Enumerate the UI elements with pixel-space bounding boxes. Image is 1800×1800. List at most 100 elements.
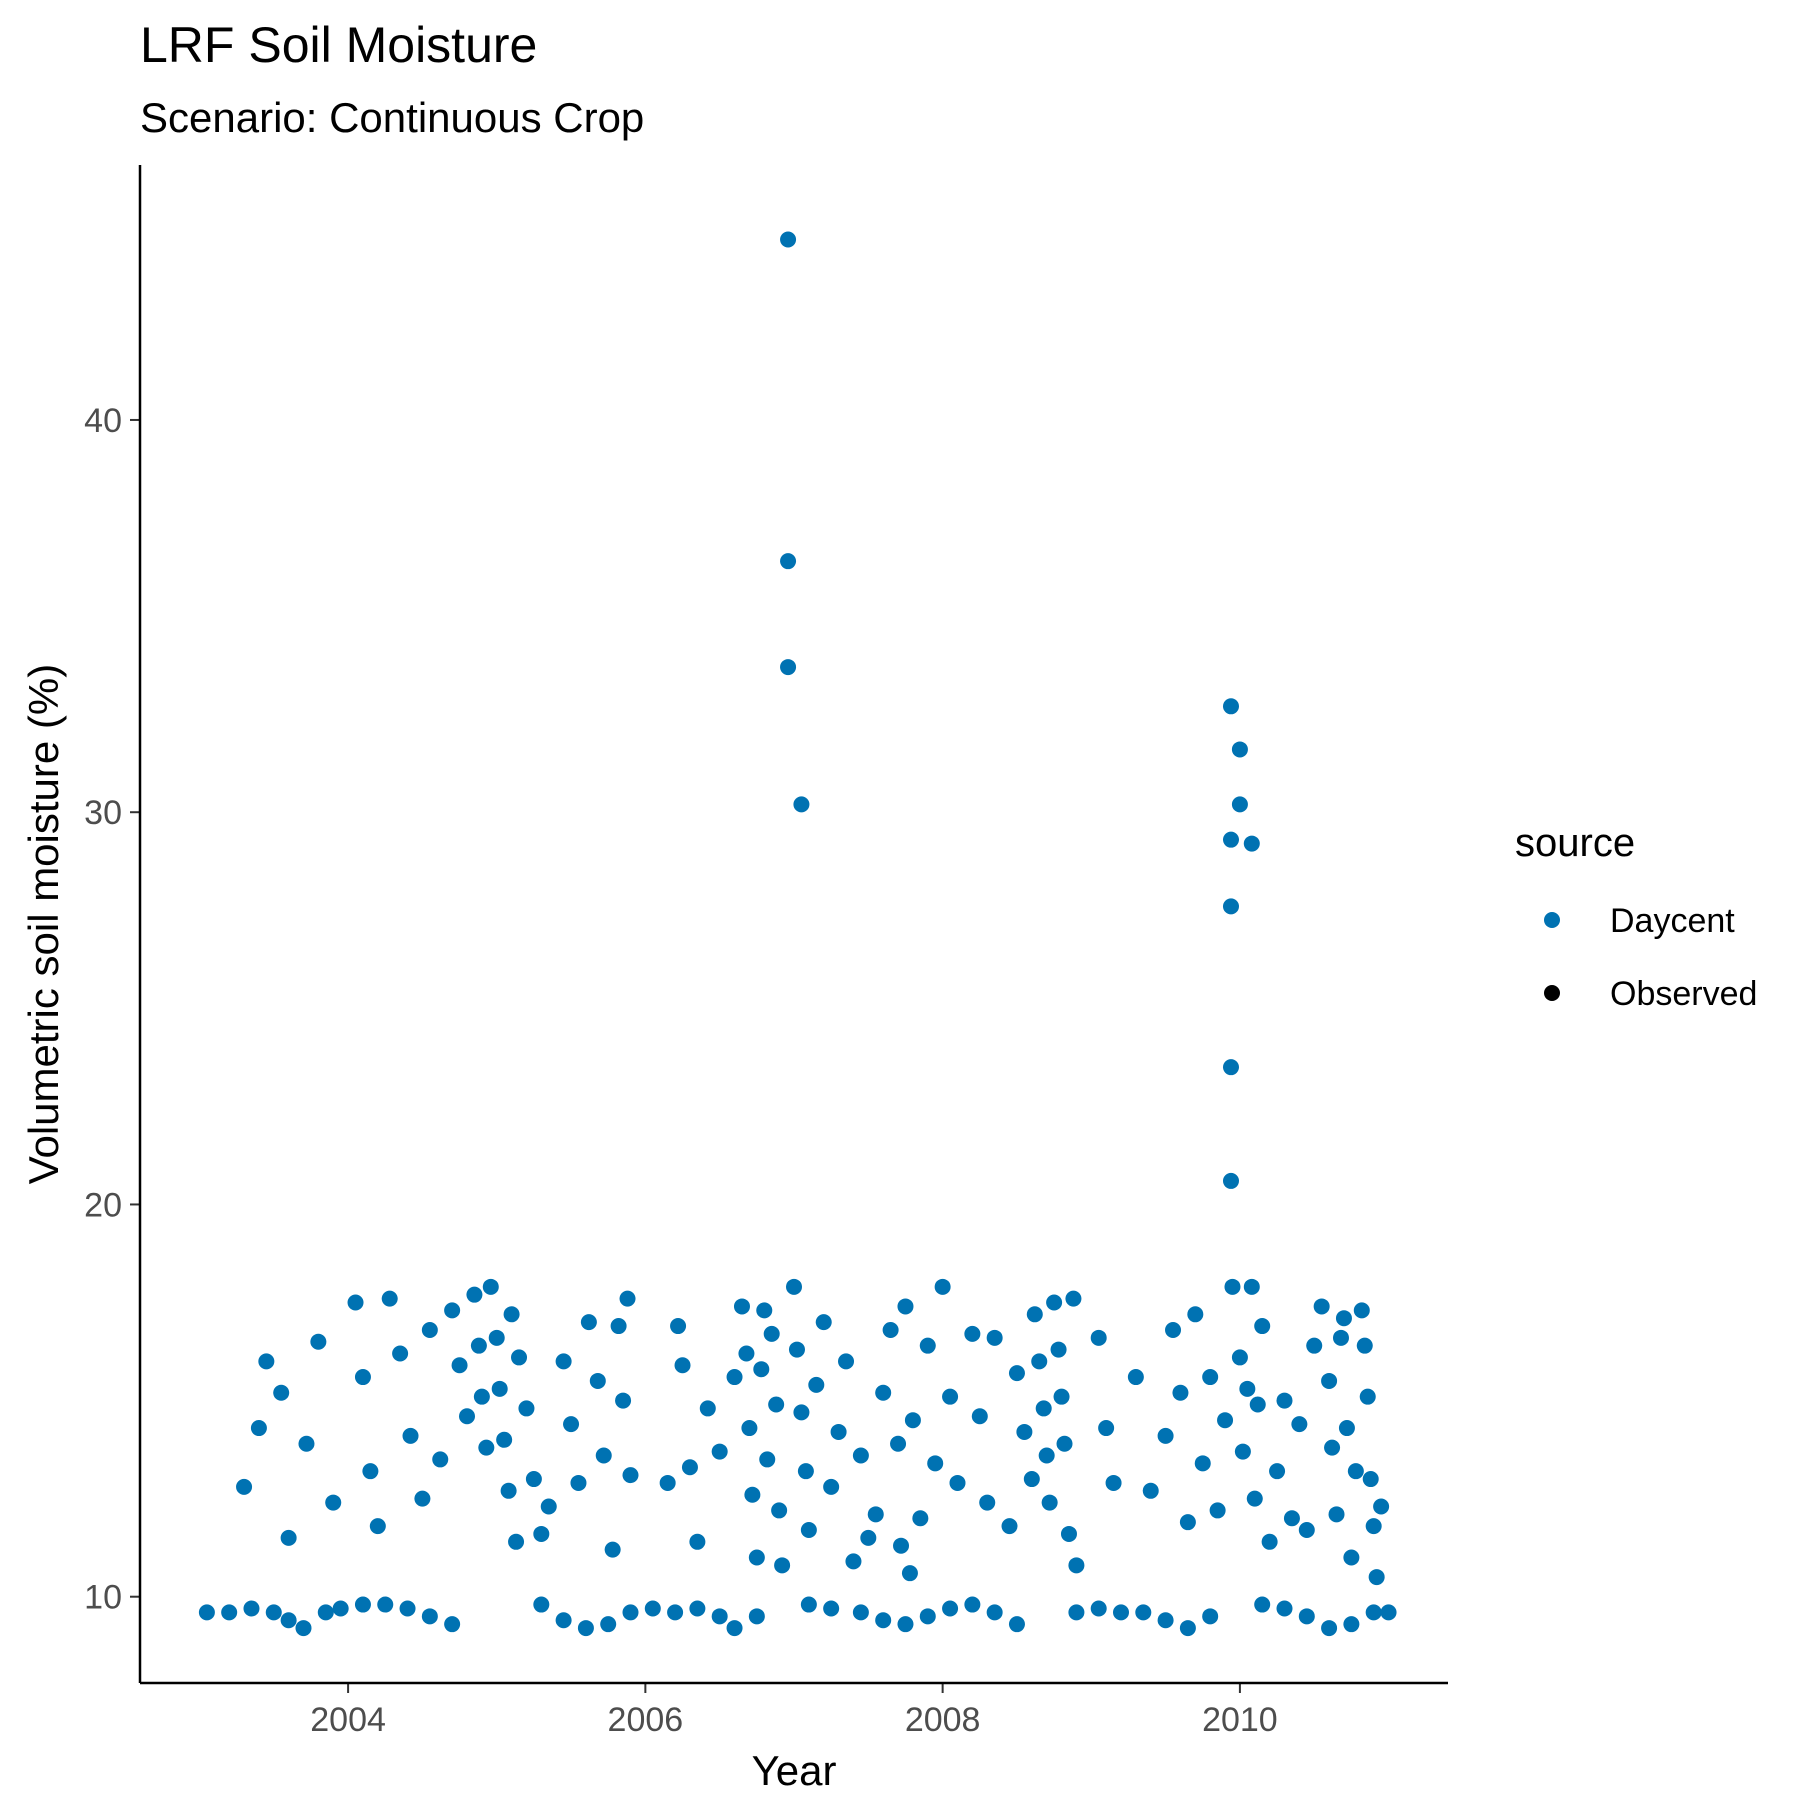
data-point bbox=[1008, 1616, 1025, 1633]
data-point bbox=[774, 1557, 791, 1574]
data-point bbox=[1222, 698, 1239, 715]
data-point bbox=[482, 1278, 499, 1295]
data-point bbox=[1098, 1420, 1115, 1437]
data-point bbox=[392, 1345, 409, 1362]
data-point bbox=[780, 553, 797, 570]
data-point bbox=[1359, 1388, 1376, 1405]
data-point bbox=[1179, 1620, 1196, 1637]
data-point bbox=[1127, 1369, 1144, 1386]
data-point bbox=[1023, 1471, 1040, 1488]
data-point bbox=[1269, 1463, 1286, 1480]
data-point bbox=[1202, 1608, 1219, 1625]
data-point bbox=[893, 1537, 910, 1554]
data-point bbox=[555, 1612, 572, 1629]
data-point bbox=[1035, 1400, 1052, 1417]
data-point bbox=[800, 1522, 817, 1539]
data-point bbox=[670, 1318, 687, 1335]
data-point bbox=[793, 1404, 810, 1421]
data-point bbox=[1356, 1337, 1373, 1354]
data-point bbox=[1090, 1329, 1107, 1346]
data-point bbox=[500, 1482, 517, 1499]
data-point bbox=[753, 1361, 770, 1378]
data-point bbox=[808, 1376, 825, 1393]
data-point bbox=[759, 1451, 776, 1468]
data-point bbox=[689, 1600, 706, 1617]
data-point bbox=[1380, 1604, 1397, 1621]
data-point bbox=[332, 1600, 349, 1617]
data-point bbox=[1038, 1447, 1055, 1464]
data-point bbox=[1338, 1420, 1355, 1437]
data-point bbox=[1157, 1427, 1174, 1444]
y-tick-label: 40 bbox=[84, 402, 122, 440]
data-point bbox=[496, 1431, 513, 1448]
data-point bbox=[711, 1608, 728, 1625]
data-point bbox=[610, 1318, 627, 1335]
data-point bbox=[1243, 835, 1260, 852]
data-point bbox=[1298, 1608, 1315, 1625]
data-point bbox=[451, 1357, 468, 1374]
data-point bbox=[815, 1314, 832, 1331]
data-point bbox=[459, 1408, 475, 1425]
data-point bbox=[748, 1608, 765, 1625]
data-point bbox=[1187, 1306, 1204, 1323]
data-point bbox=[511, 1349, 528, 1366]
data-point bbox=[1157, 1612, 1174, 1629]
data-point bbox=[897, 1298, 914, 1315]
data-point bbox=[1090, 1600, 1107, 1617]
data-point bbox=[768, 1396, 785, 1413]
legend-key-daycent bbox=[1544, 912, 1560, 928]
data-point bbox=[488, 1329, 505, 1346]
data-point bbox=[295, 1620, 312, 1637]
data-point bbox=[1276, 1392, 1293, 1409]
data-point bbox=[1343, 1549, 1360, 1566]
data-point bbox=[1053, 1388, 1070, 1405]
data-point bbox=[1060, 1525, 1077, 1542]
data-point bbox=[1041, 1494, 1058, 1511]
data-point bbox=[823, 1600, 840, 1617]
data-point bbox=[738, 1345, 755, 1362]
data-point bbox=[1313, 1298, 1330, 1315]
data-point bbox=[1165, 1321, 1182, 1338]
data-point bbox=[1261, 1533, 1278, 1550]
data-point bbox=[280, 1529, 297, 1546]
data-point bbox=[258, 1353, 275, 1370]
data-point bbox=[726, 1369, 743, 1386]
data-point bbox=[236, 1478, 253, 1495]
legend: source Daycent Observed bbox=[1515, 821, 1757, 1013]
data-point bbox=[971, 1408, 988, 1425]
data-point bbox=[1008, 1365, 1025, 1382]
data-point bbox=[221, 1604, 238, 1621]
data-point bbox=[1065, 1290, 1082, 1307]
legend-title: source bbox=[1515, 821, 1635, 865]
data-point bbox=[964, 1325, 981, 1342]
data-point bbox=[1298, 1522, 1315, 1539]
data-point bbox=[875, 1384, 892, 1401]
data-point bbox=[1202, 1369, 1219, 1386]
data-point bbox=[793, 796, 810, 813]
data-point bbox=[1222, 898, 1239, 915]
data-point bbox=[525, 1471, 542, 1488]
data-point bbox=[986, 1604, 1003, 1621]
data-point bbox=[1026, 1306, 1043, 1323]
data-point bbox=[780, 231, 797, 248]
data-point bbox=[1046, 1294, 1063, 1311]
data-point bbox=[942, 1388, 959, 1405]
data-point bbox=[667, 1604, 684, 1621]
data-point bbox=[1239, 1380, 1256, 1397]
data-point bbox=[354, 1596, 371, 1613]
data-point bbox=[589, 1372, 606, 1389]
data-point bbox=[756, 1302, 773, 1319]
data-point bbox=[310, 1333, 327, 1350]
data-point bbox=[942, 1600, 959, 1617]
data-point bbox=[800, 1596, 817, 1613]
data-point bbox=[1113, 1604, 1129, 1621]
data-point bbox=[377, 1596, 394, 1613]
data-point bbox=[780, 659, 797, 676]
data-point bbox=[852, 1447, 869, 1464]
data-point bbox=[347, 1294, 364, 1311]
data-point bbox=[444, 1616, 461, 1633]
data-point bbox=[1135, 1604, 1152, 1621]
data-point bbox=[838, 1353, 855, 1370]
data-point bbox=[1321, 1620, 1338, 1637]
